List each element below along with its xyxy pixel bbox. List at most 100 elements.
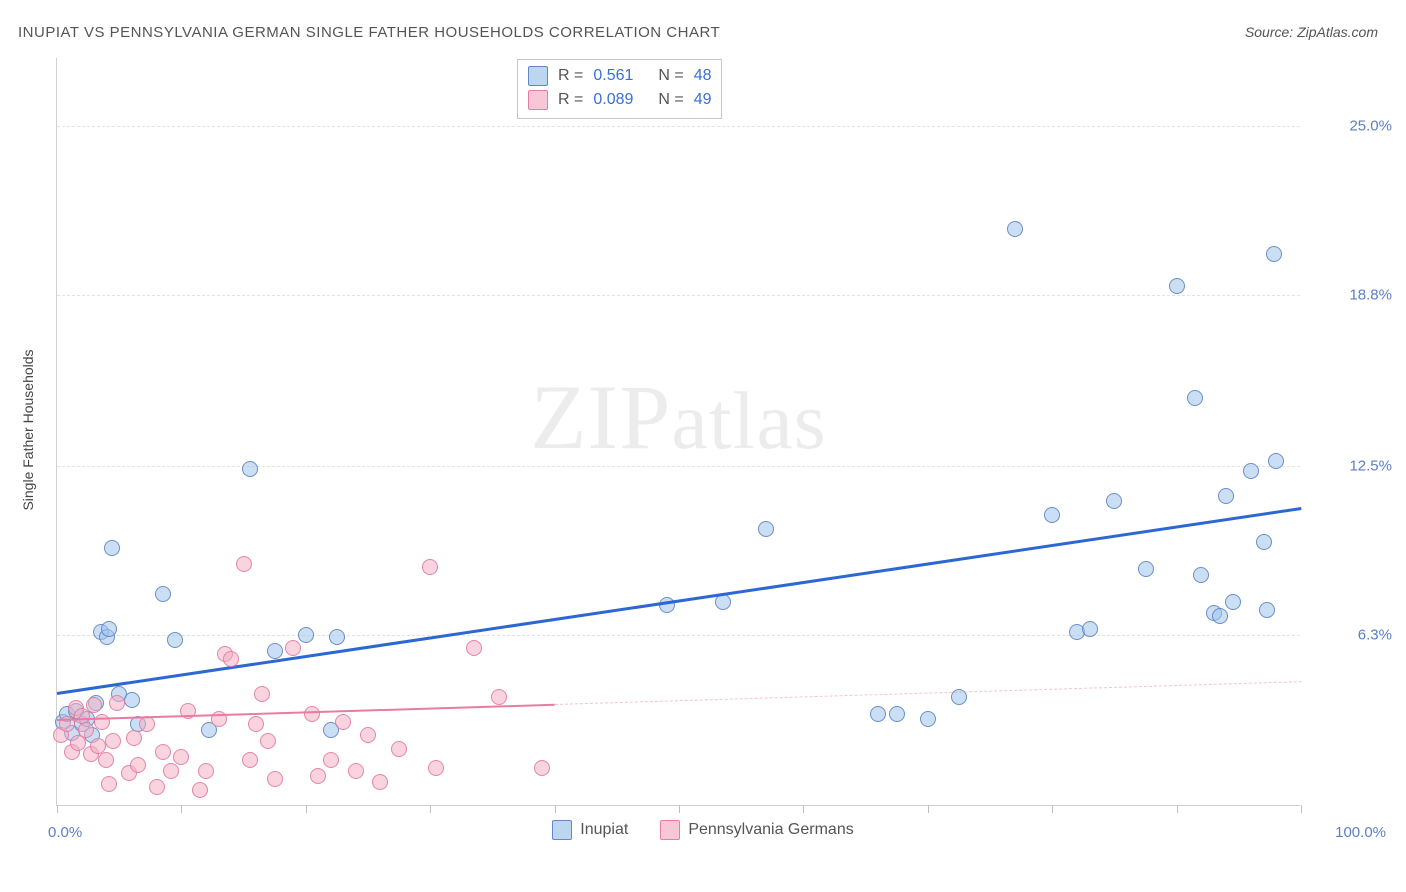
y-tick-label: 12.5% [1312, 458, 1392, 475]
point-penn-german [491, 689, 507, 705]
point-penn-german [335, 714, 351, 730]
x-tick [1301, 805, 1302, 813]
point-inupiat [104, 540, 120, 556]
point-penn-german [192, 782, 208, 798]
point-inupiat [1193, 567, 1209, 583]
point-penn-german [126, 730, 142, 746]
point-penn-german [360, 727, 376, 743]
point-inupiat [124, 692, 140, 708]
point-penn-german [78, 722, 94, 738]
point-penn-german [323, 752, 339, 768]
legend-swatch-inupiat [552, 820, 572, 840]
stat-n-label: N = [658, 88, 683, 112]
stat-r-label: R = [558, 64, 583, 88]
chart-title: INUPIAT VS PENNSYLVANIA GERMAN SINGLE FA… [18, 24, 720, 41]
point-penn-german [422, 559, 438, 575]
point-inupiat [155, 586, 171, 602]
source-attribution: Source: ZipAtlas.com [1245, 24, 1378, 40]
point-penn-german [173, 749, 189, 765]
stat-r-value-inupiat: 0.561 [593, 64, 648, 88]
point-penn-german [109, 695, 125, 711]
point-inupiat [1044, 507, 1060, 523]
stat-n-label: N = [658, 64, 683, 88]
point-penn-german [101, 776, 117, 792]
point-inupiat [101, 621, 117, 637]
x-tick [430, 805, 431, 813]
watermark: ZIPatlas [530, 364, 826, 470]
point-penn-german [163, 763, 179, 779]
point-inupiat [1259, 602, 1275, 618]
point-penn-german [391, 741, 407, 757]
gridline [57, 295, 1300, 296]
point-penn-german [466, 640, 482, 656]
point-penn-german [130, 757, 146, 773]
stat-n-value-inupiat: 48 [694, 64, 712, 88]
point-inupiat [1082, 621, 1098, 637]
x-tick [928, 805, 929, 813]
point-inupiat [1007, 221, 1023, 237]
x-tick [679, 805, 680, 813]
legend-label-inupiat: Inupiat [580, 821, 628, 839]
point-penn-german [223, 651, 239, 667]
x-tick [1177, 805, 1178, 813]
point-inupiat [1169, 278, 1185, 294]
x-tick [555, 805, 556, 813]
point-penn-german [248, 716, 264, 732]
plot-area: ZIPatlas R = 0.561 N = 48 R = 0.089 N = … [56, 58, 1300, 806]
x-tick [57, 805, 58, 813]
y-tick-label: 25.0% [1312, 118, 1392, 135]
point-inupiat [1256, 534, 1272, 550]
x-tick [803, 805, 804, 813]
point-inupiat [1187, 390, 1203, 406]
swatch-penn-german [528, 90, 548, 110]
point-penn-german [310, 768, 326, 784]
point-inupiat [870, 706, 886, 722]
point-inupiat [329, 629, 345, 645]
point-penn-german [155, 744, 171, 760]
legend-swatch-penn-german [660, 820, 680, 840]
point-inupiat [889, 706, 905, 722]
point-penn-german [139, 716, 155, 732]
watermark-zip: ZIP [530, 366, 671, 468]
chart-container: INUPIAT VS PENNSYLVANIA GERMAN SINGLE FA… [0, 0, 1406, 892]
x-tick [306, 805, 307, 813]
y-tick-label: 6.3% [1312, 626, 1392, 643]
point-inupiat [1266, 246, 1282, 262]
stat-r-label: R = [558, 88, 583, 112]
point-penn-german [348, 763, 364, 779]
point-penn-german [86, 697, 102, 713]
legend-label-penn-german: Pennsylvania Germans [688, 821, 853, 839]
stats-box: R = 0.561 N = 48 R = 0.089 N = 49 [517, 59, 722, 119]
point-inupiat [1106, 493, 1122, 509]
point-inupiat [267, 643, 283, 659]
point-penn-german [304, 706, 320, 722]
y-tick-label: 18.8% [1312, 286, 1392, 303]
point-penn-german [242, 752, 258, 768]
point-inupiat [298, 627, 314, 643]
watermark-atlas: atlas [671, 375, 826, 466]
stat-n-value-penn-german: 49 [694, 88, 712, 112]
legend: Inupiat Pennsylvania Germans [0, 820, 1406, 840]
point-inupiat [1225, 594, 1241, 610]
point-inupiat [1268, 453, 1284, 469]
point-penn-german [94, 714, 110, 730]
point-inupiat [920, 711, 936, 727]
point-penn-german [254, 686, 270, 702]
y-axis-label: Single Father Households [20, 349, 36, 510]
point-penn-german [285, 640, 301, 656]
x-tick [181, 805, 182, 813]
point-inupiat [242, 461, 258, 477]
stat-r-value-penn-german: 0.089 [593, 88, 648, 112]
legend-item-inupiat: Inupiat [552, 820, 628, 840]
point-inupiat [167, 632, 183, 648]
point-penn-german [198, 763, 214, 779]
point-inupiat [1243, 463, 1259, 479]
stats-row-penn-german: R = 0.089 N = 49 [528, 88, 711, 112]
point-penn-german [98, 752, 114, 768]
point-penn-german [149, 779, 165, 795]
swatch-inupiat [528, 66, 548, 86]
point-penn-german [260, 733, 276, 749]
trendline-penn-german-dashed [555, 681, 1301, 705]
gridline [57, 126, 1300, 127]
stats-row-inupiat: R = 0.561 N = 48 [528, 64, 711, 88]
